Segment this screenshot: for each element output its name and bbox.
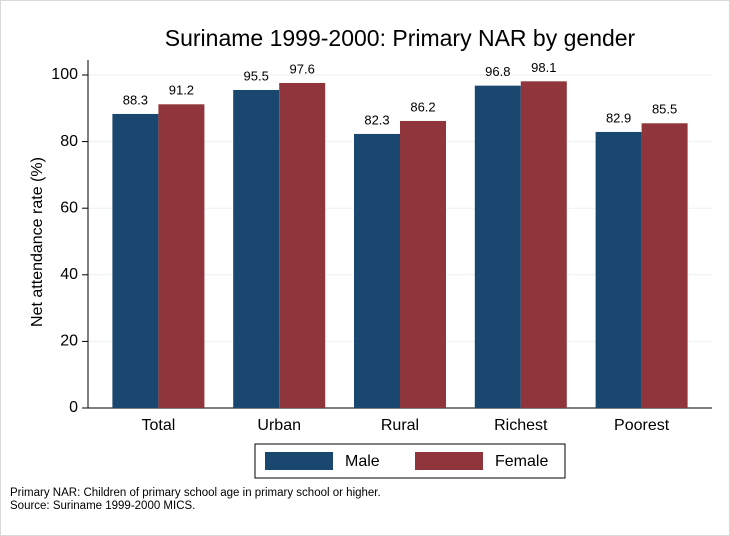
bar <box>354 133 400 409</box>
legend-swatch <box>415 452 483 470</box>
x-tick-label: Poorest <box>614 417 670 434</box>
y-tick-label: 100 <box>51 66 78 83</box>
chart-title: Suriname 1999-2000: Primary NAR by gende… <box>165 25 636 51</box>
value-label: 96.8 <box>485 64 510 79</box>
bar <box>400 120 446 408</box>
value-label: 82.3 <box>364 112 389 127</box>
bar <box>112 113 159 408</box>
y-tick-label: 80 <box>60 133 78 150</box>
bar <box>641 123 688 408</box>
x-tick-label: Richest <box>494 417 548 434</box>
y-tick-label: 0 <box>69 399 78 416</box>
note: Primary NAR: Children of primary school … <box>10 487 381 499</box>
x-tick-label: Total <box>142 417 176 434</box>
x-tick-label: Rural <box>381 417 419 434</box>
value-label: 91.2 <box>169 83 194 98</box>
note: Source: Suriname 1999-2000 MICS. <box>10 500 195 512</box>
bar <box>279 82 326 408</box>
bar <box>520 81 567 409</box>
bar <box>474 85 521 408</box>
value-label: 82.9 <box>606 110 631 125</box>
y-tick-label: 40 <box>60 266 78 283</box>
bar <box>233 89 280 409</box>
bar <box>158 104 205 408</box>
legend-label: Male <box>345 453 380 470</box>
y-tick-label: 20 <box>60 333 78 350</box>
value-label: 97.6 <box>290 61 315 76</box>
value-label: 95.5 <box>244 68 269 83</box>
y-tick-label: 60 <box>60 199 78 216</box>
value-label: 98.1 <box>531 60 556 75</box>
value-label: 85.5 <box>652 102 677 117</box>
legend-swatch <box>265 452 333 470</box>
legend-label: Female <box>495 453 548 470</box>
x-tick-label: Urban <box>257 417 301 434</box>
value-label: 86.2 <box>410 99 435 114</box>
bar <box>595 131 642 408</box>
y-axis-label: Net attendance rate (%) <box>29 157 46 327</box>
value-label: 88.3 <box>123 92 148 107</box>
